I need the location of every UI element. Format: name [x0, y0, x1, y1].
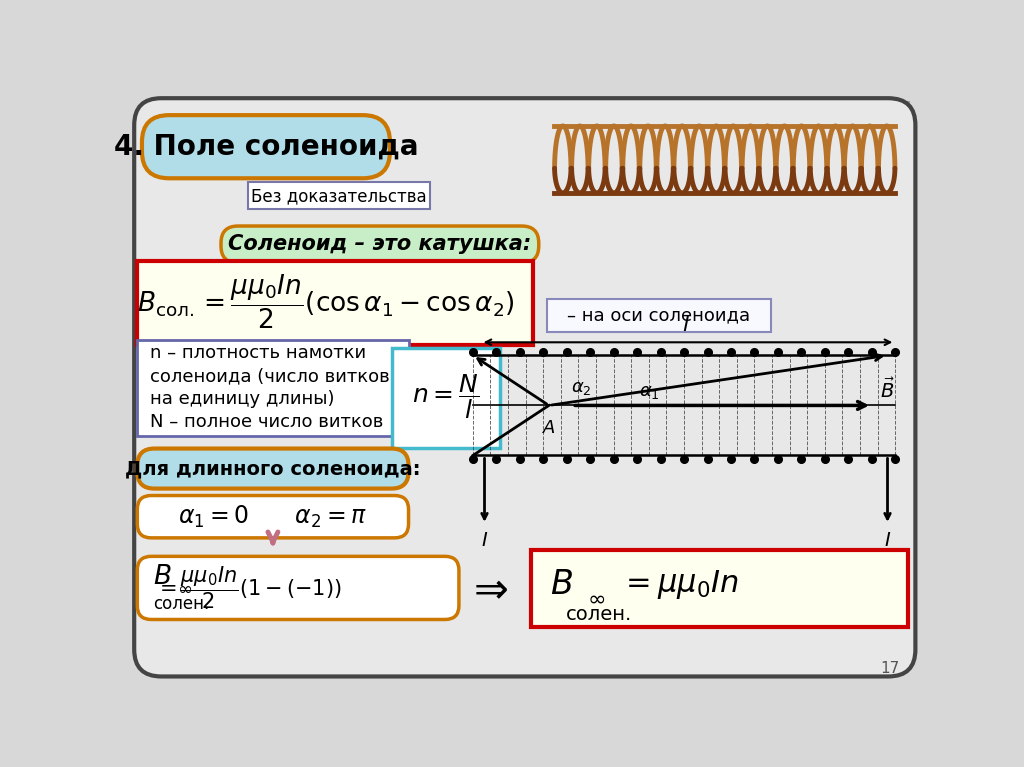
FancyBboxPatch shape: [134, 98, 915, 676]
FancyBboxPatch shape: [455, 336, 908, 525]
Text: $\alpha_2$: $\alpha_2$: [571, 380, 592, 397]
FancyBboxPatch shape: [543, 102, 908, 235]
FancyBboxPatch shape: [473, 355, 895, 456]
Text: $B$: $B$: [550, 568, 573, 601]
Text: $A$: $A$: [542, 419, 556, 436]
FancyBboxPatch shape: [137, 556, 459, 620]
Text: солен.: солен.: [153, 595, 209, 613]
Text: $\alpha_1 = 0 \qquad \alpha_2 = \pi$: $\alpha_1 = 0 \qquad \alpha_2 = \pi$: [178, 504, 368, 530]
Text: Без доказательства: Без доказательства: [251, 187, 427, 205]
FancyBboxPatch shape: [137, 495, 409, 538]
Text: $\Rightarrow$: $\Rightarrow$: [465, 568, 508, 610]
Text: $B$: $B$: [153, 565, 171, 590]
Text: $l$: $l$: [682, 314, 690, 334]
Text: $B_{\rm сол.} = \dfrac{\mu\mu_0 In}{2}\left(\cos\alpha_1 - \cos\alpha_2\right)$: $B_{\rm сол.} = \dfrac{\mu\mu_0 In}{2}\l…: [137, 272, 514, 331]
Text: $= \dfrac{\mu\mu_0 In}{2}\left(1-(-1)\right)$: $= \dfrac{\mu\mu_0 In}{2}\left(1-(-1)\ri…: [155, 565, 341, 611]
Text: Соленоид – это катушка:: Соленоид – это катушка:: [228, 235, 531, 255]
Text: n – плотность намотки: n – плотность намотки: [150, 344, 366, 362]
Text: на единицу длины): на единицу длины): [150, 390, 334, 408]
Text: Для длинного соленоида:: Для длинного соленоида:: [125, 459, 421, 478]
FancyBboxPatch shape: [531, 550, 908, 627]
Text: 17: 17: [880, 661, 899, 676]
Text: N – полное число витков: N – полное число витков: [150, 413, 383, 431]
Text: 4. Поле соленоида: 4. Поле соленоида: [114, 133, 418, 160]
FancyBboxPatch shape: [137, 449, 409, 489]
Text: $I$: $I$: [884, 531, 891, 550]
Text: $\infty$: $\infty$: [177, 580, 191, 597]
Text: $\infty$: $\infty$: [587, 589, 605, 609]
FancyBboxPatch shape: [142, 115, 390, 178]
FancyBboxPatch shape: [391, 347, 500, 448]
Text: $\alpha_1$: $\alpha_1$: [639, 383, 660, 400]
FancyBboxPatch shape: [221, 226, 539, 263]
Text: солен.: солен.: [566, 604, 632, 624]
Text: $= \mu\mu_0 In$: $= \mu\mu_0 In$: [621, 568, 739, 601]
Text: соленоида (число витков: соленоида (число витков: [150, 367, 389, 385]
Text: $I$: $I$: [481, 531, 488, 550]
FancyBboxPatch shape: [137, 261, 532, 345]
Text: $n = \dfrac{N}{l}$: $n = \dfrac{N}{l}$: [412, 372, 479, 420]
Text: – на оси соленоида: – на оси соленоида: [567, 306, 751, 324]
FancyBboxPatch shape: [137, 340, 409, 436]
FancyBboxPatch shape: [248, 182, 430, 209]
Text: $\vec{B}$: $\vec{B}$: [880, 377, 895, 402]
FancyBboxPatch shape: [547, 299, 771, 331]
